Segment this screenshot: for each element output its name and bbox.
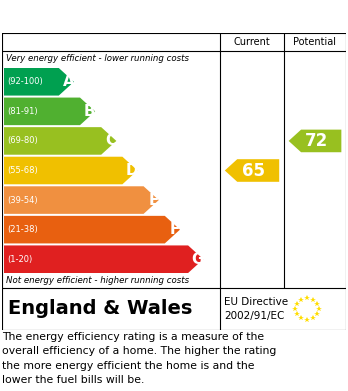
Text: Not energy efficient - higher running costs: Not energy efficient - higher running co… — [6, 276, 189, 285]
Polygon shape — [4, 186, 159, 214]
Text: (1-20): (1-20) — [7, 255, 32, 264]
Text: C: C — [105, 133, 117, 149]
Polygon shape — [288, 130, 341, 152]
Text: (69-80): (69-80) — [7, 136, 38, 145]
Text: The energy efficiency rating is a measure of the
overall efficiency of a home. T: The energy efficiency rating is a measur… — [2, 332, 276, 385]
Text: (21-38): (21-38) — [7, 225, 38, 234]
Text: Energy Efficiency Rating: Energy Efficiency Rating — [8, 7, 237, 25]
Text: B: B — [84, 104, 96, 119]
Text: G: G — [192, 252, 204, 267]
Text: (81-91): (81-91) — [7, 107, 38, 116]
Text: 72: 72 — [304, 132, 328, 150]
Text: 65: 65 — [242, 161, 265, 179]
Text: A: A — [63, 74, 74, 89]
Text: (55-68): (55-68) — [7, 166, 38, 175]
Text: E: E — [148, 193, 159, 208]
Text: EU Directive
2002/91/EC: EU Directive 2002/91/EC — [224, 297, 288, 321]
Text: F: F — [169, 222, 180, 237]
Polygon shape — [4, 216, 180, 244]
Text: D: D — [126, 163, 139, 178]
Polygon shape — [4, 68, 74, 95]
Polygon shape — [225, 159, 279, 182]
Text: England & Wales: England & Wales — [8, 300, 192, 319]
Polygon shape — [4, 157, 137, 184]
Text: Potential: Potential — [293, 37, 337, 47]
Text: (92-100): (92-100) — [7, 77, 43, 86]
Polygon shape — [4, 127, 116, 155]
Text: Very energy efficient - lower running costs: Very energy efficient - lower running co… — [6, 54, 189, 63]
Polygon shape — [4, 98, 95, 125]
Text: Current: Current — [234, 37, 270, 47]
Polygon shape — [4, 246, 203, 273]
Text: (39-54): (39-54) — [7, 196, 38, 204]
